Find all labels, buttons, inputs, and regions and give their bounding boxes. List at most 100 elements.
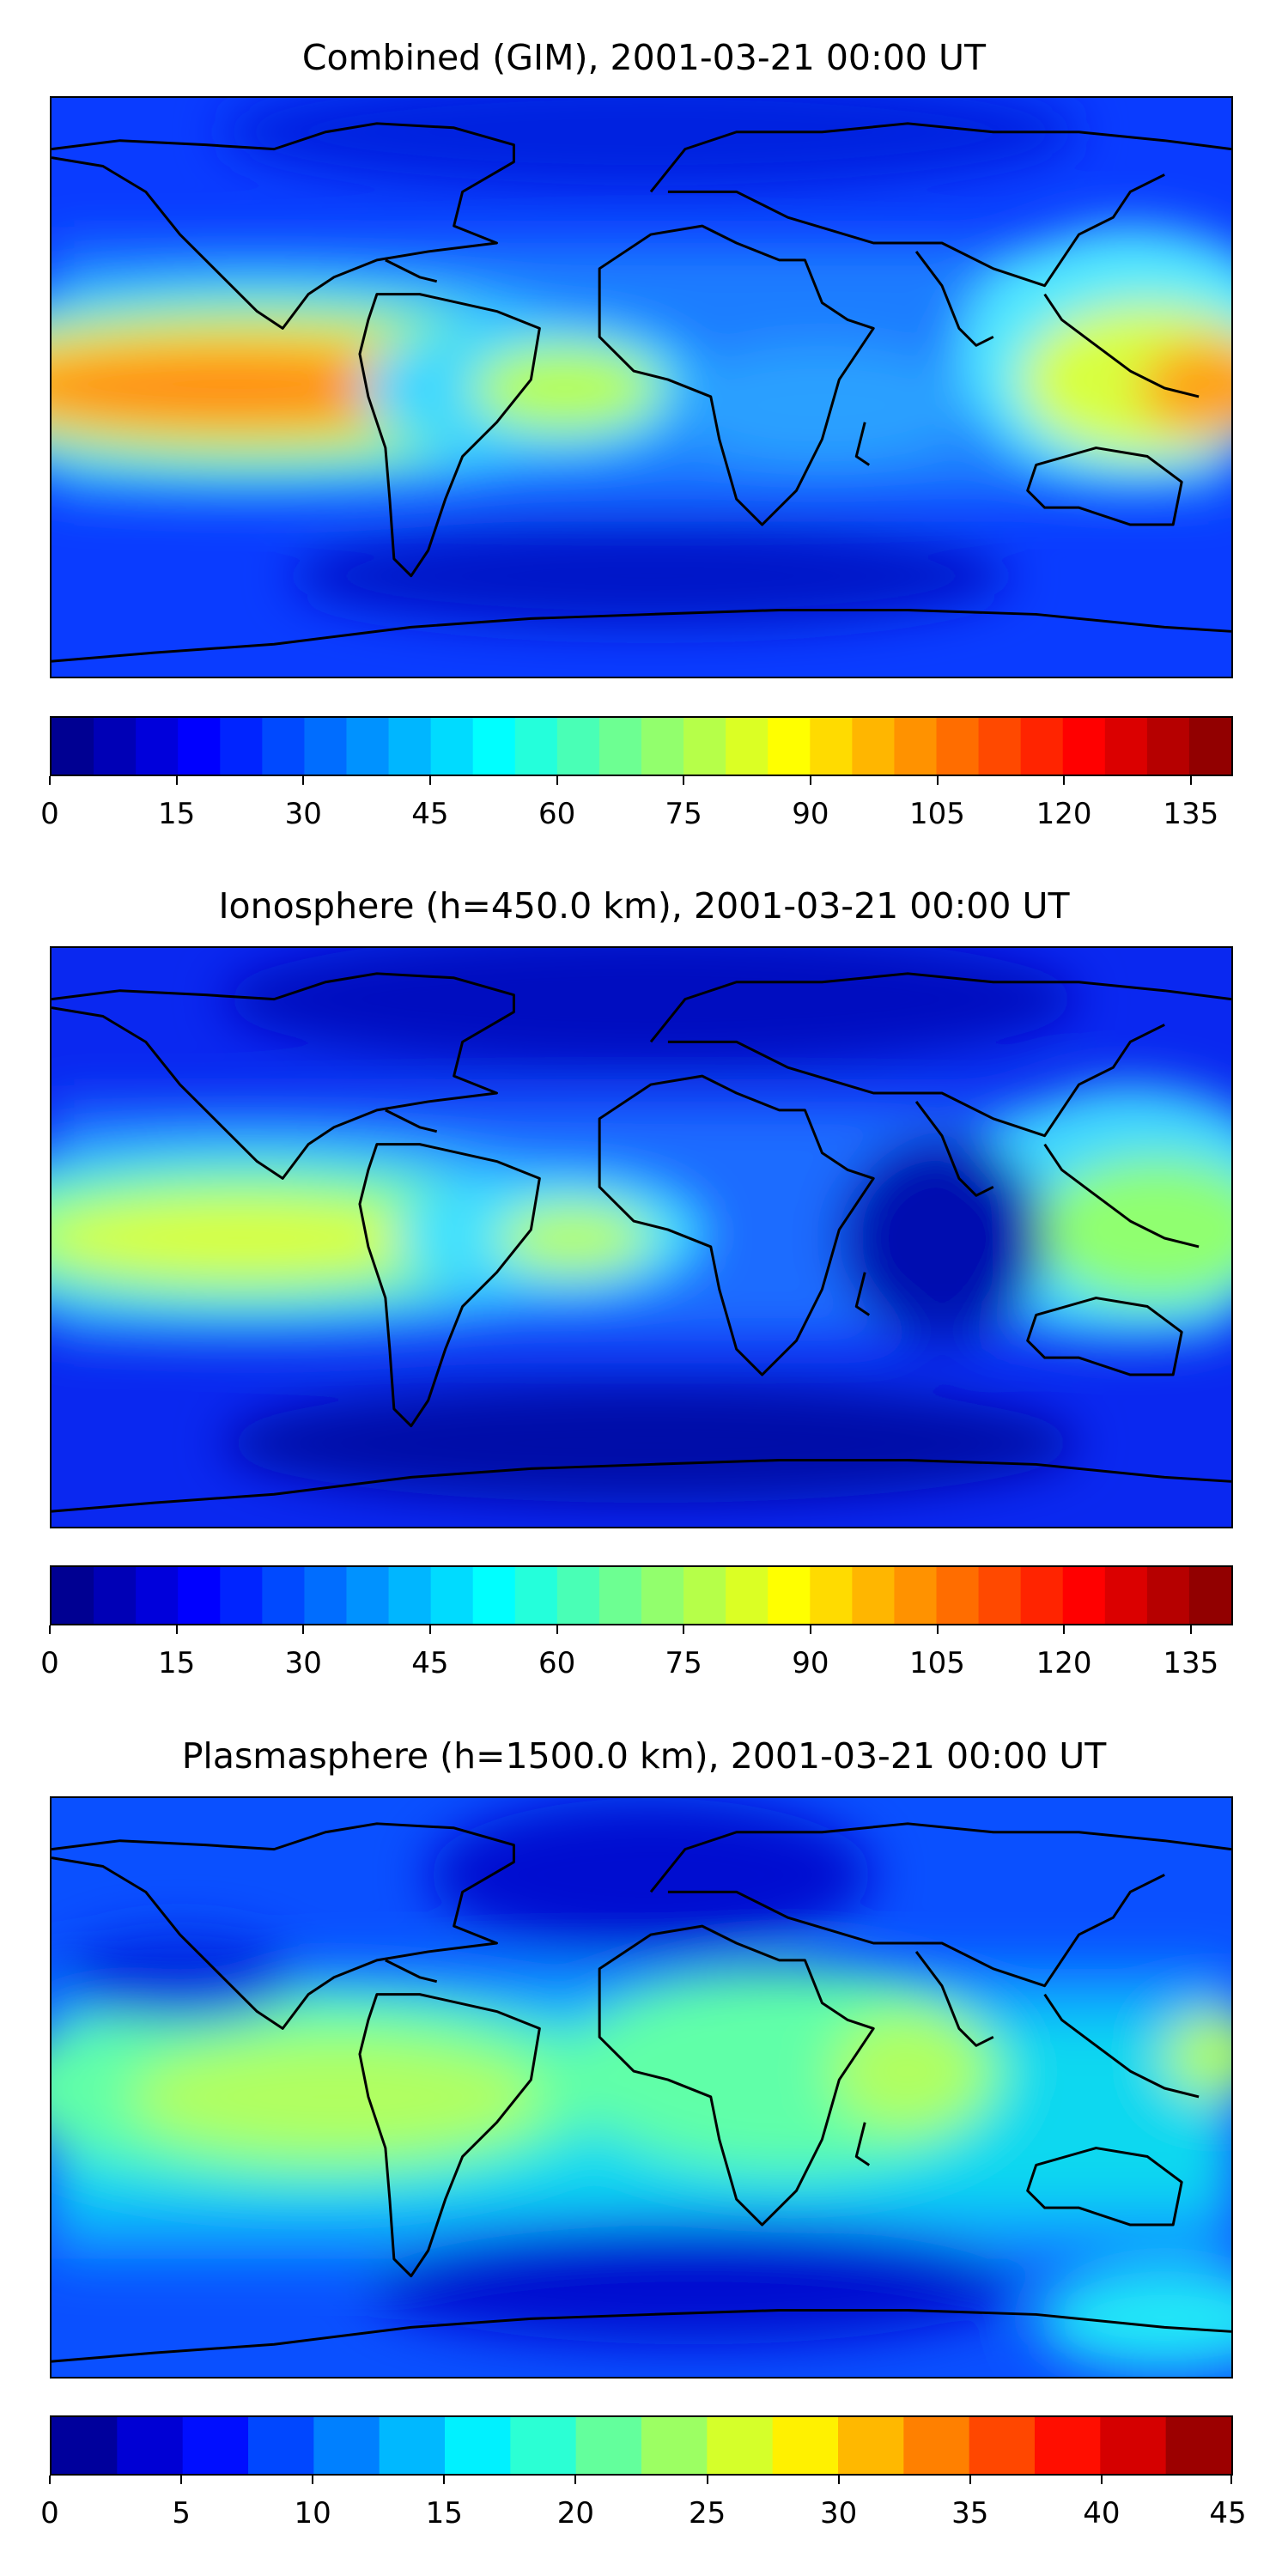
map-combined [50, 96, 1233, 678]
colorbar-bin [726, 718, 769, 775]
tick-label: 15 [157, 797, 196, 831]
colorbar-bin [978, 718, 1022, 775]
colorbar-bin [1188, 718, 1231, 775]
colorbar-swatches [52, 2417, 1231, 2474]
tick-label: 60 [538, 1646, 576, 1680]
tick-label: 120 [1036, 1646, 1092, 1680]
colorbar-bin [772, 2417, 839, 2474]
tick-label: 45 [1209, 2496, 1247, 2530]
colorbar-bin [262, 1567, 306, 1624]
colorbar-bin [936, 718, 980, 775]
coastlines-2 [52, 972, 1231, 1513]
colorbar-bin [641, 718, 684, 775]
colorbar-bin [388, 1567, 432, 1624]
colorbar-bin [472, 1567, 516, 1624]
colorbar-bin [94, 718, 137, 775]
colorbar-bin [1104, 718, 1148, 775]
colorbar-bin [556, 1567, 600, 1624]
tick-label: 10 [294, 2496, 331, 2530]
colorbar-bin [598, 718, 642, 775]
colorbar-bin [894, 1567, 938, 1624]
colorbar-bin [94, 1567, 137, 1624]
colorbar-bin [641, 2417, 708, 2474]
colorbar-bin [768, 1567, 811, 1624]
colorbar-swatches [52, 718, 1231, 775]
colorbar-bin [514, 718, 558, 775]
colorbar-bin [136, 718, 179, 775]
colorbar-bin [768, 718, 811, 775]
tick-mark [556, 1625, 558, 1634]
colorbar-bin [346, 1567, 390, 1624]
colorbar-ticks-combined: 0 15 30 45 60 75 90 105 120 135 [40, 776, 1233, 831]
tick-label: 45 [411, 797, 449, 831]
tick-mark [180, 2476, 183, 2484]
colorbar-bin [1020, 1567, 1064, 1624]
colorbar-bin [726, 1567, 769, 1624]
tick-mark [683, 1625, 685, 1634]
tick-mark [443, 2476, 446, 2484]
tick-mark [49, 776, 51, 785]
tick-mark [837, 2476, 840, 2484]
colorbar-bin [1020, 718, 1064, 775]
tick-mark [1230, 2476, 1232, 2484]
tick-mark [302, 1625, 305, 1634]
tick-mark [936, 776, 939, 785]
tick-mark [1063, 1625, 1066, 1634]
colorbar-bin [304, 1567, 348, 1624]
colorbar-bin [182, 2417, 249, 2474]
colorbar-bin [641, 1567, 684, 1624]
tick-mark [49, 1625, 51, 1634]
tick-label: 35 [951, 2496, 989, 2530]
tick-mark [574, 2476, 577, 2484]
panel-title: Plasmasphere (h=1500.0 km), 2001-03-21 0… [181, 1735, 1107, 1777]
colorbar-bin [556, 718, 600, 775]
tick-mark [175, 1625, 178, 1634]
tick-label: 25 [688, 2496, 726, 2530]
colorbar-bin [598, 1567, 642, 1624]
colorbar-bin [220, 1567, 263, 1624]
map-ionosphere [50, 946, 1233, 1528]
tick-label: 0 [40, 797, 59, 831]
tick-label: 90 [792, 797, 829, 831]
colorbar-bin [852, 1567, 896, 1624]
colorbar-bin [683, 718, 726, 775]
colorbar-bin [1165, 2417, 1231, 2474]
colorbar-ticks-plasmasphere: 0 5 10 15 20 25 30 35 40 45 [40, 2476, 1247, 2530]
tick-mark [175, 776, 178, 785]
colorbar-bin [52, 1567, 94, 1624]
colorbar-bin [838, 2417, 904, 2474]
colorbar-bin [304, 718, 348, 775]
tick-label: 40 [1083, 2496, 1121, 2530]
colorbar-combined [50, 716, 1233, 776]
colorbar-bin [936, 1567, 980, 1624]
colorbar-bin [248, 2417, 314, 2474]
colorbar-bin [852, 718, 896, 775]
tick-mark [428, 1625, 431, 1634]
colorbar-bin [52, 718, 94, 775]
colorbar-bin [472, 718, 516, 775]
tick-label: 105 [909, 797, 965, 831]
colorbar-bin [1146, 1567, 1190, 1624]
colorbar-bin [346, 718, 390, 775]
panel-title: Ionosphere (h=450.0 km), 2001-03-21 00:0… [218, 885, 1070, 927]
tick-mark [936, 1625, 939, 1634]
colorbar-bin [430, 1567, 474, 1624]
tick-mark [556, 776, 558, 785]
tick-mark [49, 2476, 51, 2484]
tick-mark [809, 1625, 811, 1634]
colorbar-bin [1034, 2417, 1101, 2474]
colorbar-bin [379, 2417, 446, 2474]
colorbar-plasmasphere [50, 2415, 1233, 2476]
colorbar-ionosphere [50, 1565, 1233, 1625]
colorbar-bin [178, 1567, 221, 1624]
colorbar-bin [894, 718, 938, 775]
colorbar-bin [117, 2417, 184, 2474]
colorbar-bin [707, 2417, 774, 2474]
colorbar-ticks-ionosphere: 0 15 30 45 60 75 90 105 120 135 [40, 1625, 1233, 1680]
tick-mark [1189, 1625, 1192, 1634]
colorbar-bin [978, 1567, 1022, 1624]
tick-label: 0 [40, 2496, 59, 2530]
colorbar-bin [444, 2417, 511, 2474]
tick-mark [1100, 2476, 1103, 2484]
colorbar-bin [1146, 718, 1190, 775]
